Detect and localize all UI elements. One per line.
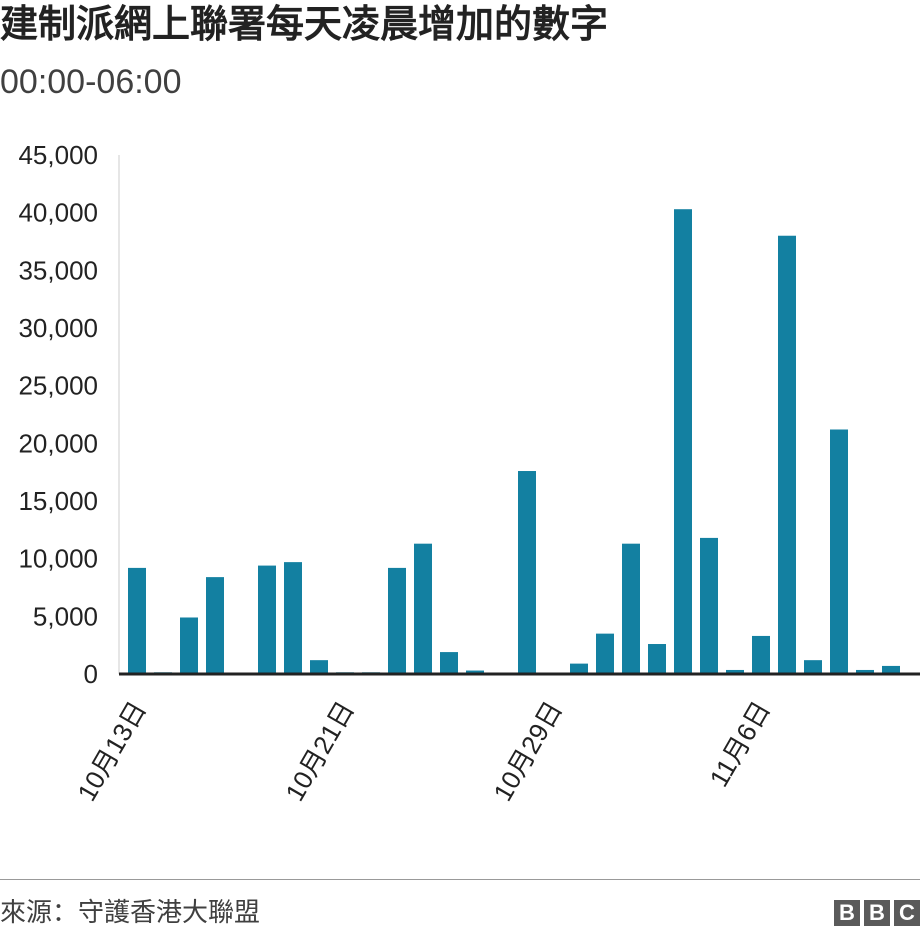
source-note: 來源：守護香港大聯盟 [0,897,261,927]
bar [570,663,588,674]
bar [830,429,848,674]
footer-divider [0,879,920,880]
bar [700,537,718,674]
y-tick-label: 10,000 [18,544,98,574]
bbc-logo: B B C [834,900,920,926]
bar [726,669,744,674]
bar [466,670,484,674]
bar [622,543,640,674]
chart-subtitle: 00:00-06:00 [0,63,182,101]
bar [882,665,900,674]
bar [180,617,198,674]
chart-title: 建制派網上聯署每天凌晨增加的數字 [0,4,609,46]
bar [284,562,302,674]
x-tick-label: 10月13日 [71,696,152,806]
y-tick-label: 45,000 [18,140,98,170]
x-tick-label: 10月21日 [279,696,360,806]
bar [674,209,692,674]
bar [648,644,666,674]
bar [518,471,536,674]
logo-letter: C [894,900,920,926]
x-tick-label: 10月29日 [487,696,568,806]
y-tick-label: 15,000 [18,486,98,516]
bar [752,635,770,674]
y-tick-label: 40,000 [18,198,98,228]
bar [206,577,224,674]
bar [128,567,146,674]
y-tick-label: 5,000 [33,601,98,631]
bar [778,235,796,674]
bar-chart: 0 5,000 10,000 15,000 20,000 25,000 30,000 35,0… [18,140,920,806]
x-tick-label: 11月6日 [703,696,776,792]
bar [596,633,614,674]
y-tick-label: 35,000 [18,255,98,285]
logo-letter: B [834,900,860,926]
bar [388,567,406,674]
bar [310,660,328,674]
logo-letter: B [864,900,890,926]
bar [414,543,432,674]
y-tick-label: 25,000 [18,371,98,401]
bar [258,565,276,674]
y-tick-label: 20,000 [18,428,98,458]
bar [804,660,822,674]
bar [440,652,458,674]
bar [856,669,874,674]
y-tick-label: 0 [84,659,98,689]
y-tick-label: 30,000 [18,313,98,343]
